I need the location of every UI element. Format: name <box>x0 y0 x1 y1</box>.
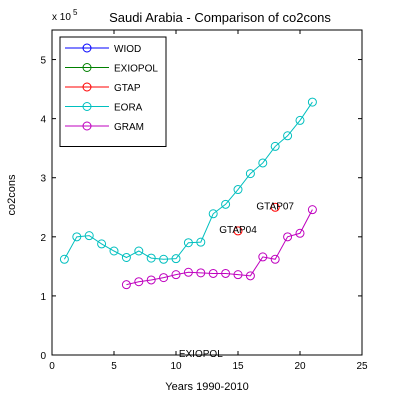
data-point-gram <box>171 270 181 280</box>
data-point-eora <box>245 169 255 179</box>
data-point-eora <box>72 232 82 242</box>
legend-marker-exiopol <box>82 63 92 72</box>
x-tick-label: 5 <box>111 361 117 372</box>
data-point-gram <box>307 205 317 215</box>
y-multiplier-exponent: 5 <box>73 8 78 17</box>
annotation-label: EXIOPOL <box>179 349 223 360</box>
y-tick-label: 4 <box>40 115 46 126</box>
data-point-gram <box>283 232 293 242</box>
legend-marker-wiod <box>82 43 92 53</box>
data-point-eora <box>258 158 268 168</box>
legend: WIOD EXIOPOL GTAP EORA GRAM <box>59 36 167 147</box>
x-tick-label: 25 <box>356 361 368 372</box>
data-point-gram <box>258 252 268 262</box>
data-point-gram <box>146 275 156 285</box>
data-point-eora <box>59 254 69 264</box>
data-point-eora <box>295 115 305 125</box>
data-point-gram <box>121 280 131 290</box>
data-point-gtap <box>233 226 243 236</box>
x-tick-label: 15 <box>232 361 244 372</box>
data-point-eora <box>121 253 131 262</box>
data-point-gtap <box>270 202 280 212</box>
legend-label-eora: EORA <box>114 103 143 114</box>
data-point-eora <box>196 237 206 247</box>
legend-marker-eora <box>82 102 92 111</box>
y-axis-label: co2cons <box>6 174 18 215</box>
legend-label-gram: GRAM <box>114 122 144 133</box>
data-point-eora <box>307 97 317 107</box>
data-point-gram <box>221 268 231 278</box>
data-point-gram <box>196 268 206 278</box>
x-tick-label: 20 <box>294 361 306 372</box>
x-axis-label: Years 1990-2010 <box>165 381 248 393</box>
data-point-gram <box>134 277 144 287</box>
data-point-gram <box>183 267 193 277</box>
legend-marker-gtap <box>82 82 92 92</box>
x-tick-label: 0 <box>49 361 55 372</box>
data-point-eora <box>183 238 193 248</box>
data-point-eora <box>208 209 218 219</box>
x-tick-label: 10 <box>170 361 182 372</box>
data-point-gram <box>233 270 243 280</box>
data-point-eora <box>84 231 94 241</box>
legend-marker-gram <box>82 121 92 131</box>
y-tick-label: 5 <box>40 56 46 67</box>
legend-label-gtap: GTAP <box>114 83 141 94</box>
series-line-gram <box>126 209 313 286</box>
y-tick-label: 0 <box>40 351 46 362</box>
data-point-eora <box>270 141 280 151</box>
legend-label-exiopol: EXIOPOL <box>114 64 158 75</box>
data-point-gram <box>270 254 280 264</box>
legend-box <box>59 36 167 147</box>
legend-label-wiod: WIOD <box>114 44 141 55</box>
y-multiplier-base: x 10 <box>52 12 71 23</box>
y-tick-label: 1 <box>40 292 46 303</box>
data-point-eora <box>134 246 144 256</box>
data-point-eora <box>171 254 181 264</box>
data-point-eora <box>109 246 119 256</box>
data-point-gram <box>159 273 169 283</box>
chart-title: Saudi Arabia - Comparison of co2cons <box>109 10 331 25</box>
annotation-label: GTAP04 <box>219 225 257 236</box>
data-point-eora <box>283 131 293 141</box>
data-point-gram <box>245 271 255 281</box>
data-point-eora <box>221 199 231 209</box>
annotation-label: GTAP07 <box>256 201 294 212</box>
data-point-eora <box>159 254 169 264</box>
series-line-eora <box>63 101 313 260</box>
data-point-eora <box>233 185 243 195</box>
data-point-gram <box>295 228 305 238</box>
y-tick-label: 2 <box>40 233 46 244</box>
data-point-gram <box>208 268 218 278</box>
data-point-eora <box>97 239 107 249</box>
y-tick-label: 3 <box>40 174 46 185</box>
data-point-eora <box>146 253 156 263</box>
